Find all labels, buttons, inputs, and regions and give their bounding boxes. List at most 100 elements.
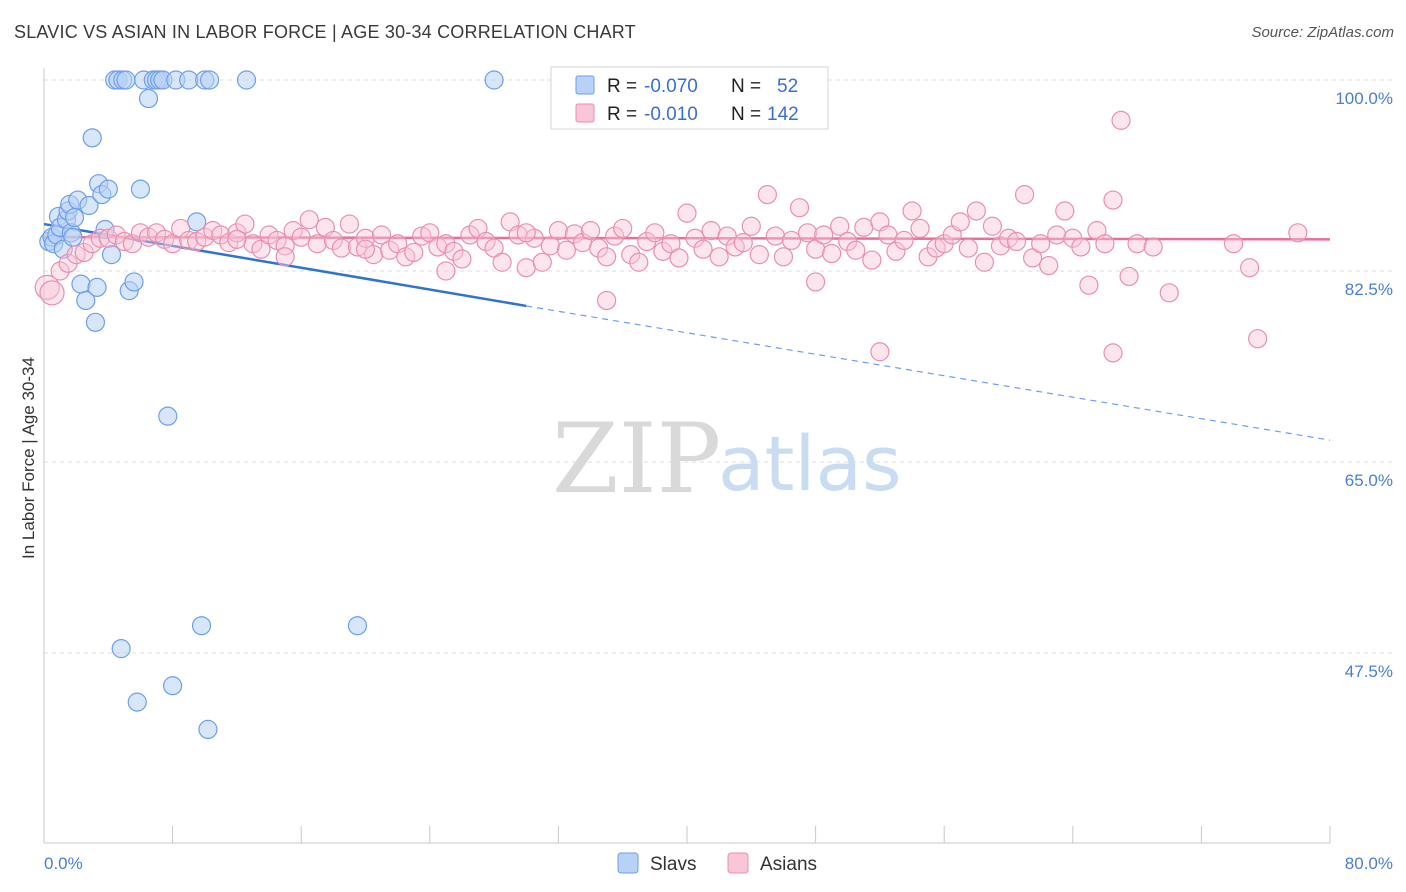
- point-asians-129: [1071, 237, 1091, 257]
- point-slavs-16: [79, 195, 99, 216]
- grid-lines: [44, 79, 1392, 654]
- point-asians-91: [765, 226, 786, 246]
- point-slavs-24: [101, 245, 122, 265]
- point-asians-107: [894, 230, 914, 251]
- point-asians-16: [163, 234, 183, 254]
- point-asians-53: [460, 225, 480, 245]
- x-tick-label-0: 0.0%: [44, 854, 83, 873]
- point-asians-42: [371, 225, 392, 245]
- point-asians-138: [1159, 283, 1179, 303]
- point-asians-121: [1006, 231, 1027, 252]
- point-asians-119: [990, 236, 1011, 256]
- point-asians-97: [814, 225, 834, 245]
- point-asians-20: [195, 227, 215, 247]
- point-asians-7: [90, 228, 110, 248]
- point-asians-52: [452, 249, 472, 269]
- point-asians-38: [339, 214, 360, 234]
- point-asians-95: [797, 223, 818, 243]
- point-slavs-29: [116, 70, 136, 90]
- chart-title: SLAVIC VS ASIAN IN LABOR FORCE | AGE 30-…: [14, 22, 636, 42]
- point-asians-103: [862, 250, 882, 270]
- point-asians-88: [741, 216, 761, 236]
- point-asians-50: [436, 234, 456, 254]
- trend-line-asians: [43, 235, 1331, 241]
- y-tick-label-3: 47.5%: [1345, 662, 1393, 681]
- point-asians-60: [516, 258, 536, 278]
- point-asians-4: [66, 245, 86, 265]
- point-asians-43: [380, 240, 400, 260]
- point-asians-144: [870, 342, 890, 362]
- point-asians-71: [605, 226, 625, 246]
- point-asians-76: [645, 223, 665, 243]
- point-asians-87: [733, 233, 753, 253]
- point-asians-102: [854, 217, 874, 237]
- point-asians-46: [404, 242, 424, 263]
- point-asians-108: [902, 201, 922, 221]
- point-asians-10: [114, 231, 134, 252]
- bottom-legend: Slavs Asians: [617, 852, 817, 875]
- point-asians-25: [235, 214, 255, 234]
- point-slavs-32: [127, 692, 147, 712]
- point-asians-80: [677, 203, 697, 223]
- point-asians-73: [621, 245, 641, 265]
- point-asians-117: [974, 252, 994, 272]
- point-slavs-40: [158, 406, 178, 426]
- point-asians-130: [1079, 275, 1099, 295]
- point-asians-59: [508, 225, 528, 245]
- point-asians-32: [291, 227, 311, 247]
- point-asians-105: [878, 225, 898, 245]
- point-asians-135: [1119, 266, 1139, 287]
- y-tick-label-0: 100.0%: [1335, 89, 1393, 108]
- point-asians-149: [275, 247, 295, 267]
- point-asians-115: [958, 238, 978, 258]
- point-slavs-17: [82, 128, 102, 148]
- legend-r-value-slavs: -0.070: [644, 76, 698, 97]
- point-asians-18: [179, 230, 199, 251]
- point-asians-132: [1095, 234, 1115, 254]
- point-slavs-48: [199, 70, 220, 90]
- point-asians-101: [846, 240, 866, 260]
- legend-n-value-asians: 142: [767, 104, 799, 125]
- point-asians-70: [597, 247, 617, 267]
- point-slavs-50: [347, 616, 368, 636]
- point-asians-133: [1103, 190, 1123, 210]
- point-asians-36: [323, 230, 343, 251]
- bottom-legend-swatch-slavs: [617, 852, 639, 874]
- point-asians-143: [1103, 343, 1123, 363]
- point-slavs-44: [187, 212, 207, 232]
- point-asians-99: [830, 216, 850, 236]
- point-asians-89: [749, 245, 769, 265]
- legend-swatch-slavs: [575, 75, 595, 95]
- point-slavs-47: [198, 719, 218, 740]
- point-slavs-11: [63, 227, 83, 247]
- point-asians-98: [822, 243, 842, 264]
- x-tick-label-1: 80.0%: [1345, 854, 1393, 873]
- bottom-legend-label-slavs: Slavs: [650, 854, 696, 875]
- legend-r-label-asians: R =: [607, 104, 637, 125]
- point-asians-51: [444, 241, 464, 261]
- point-asians-84: [709, 247, 729, 267]
- point-slavs-35: [138, 88, 159, 109]
- point-asians-22: [211, 225, 231, 245]
- point-asians-147: [436, 261, 456, 281]
- point-asians-40: [355, 228, 376, 248]
- legend: R = -0.070 N = 52 R = -0.010 N = 142: [550, 66, 829, 130]
- bottom-legend-label-asians: Asians: [760, 854, 817, 875]
- point-asians-62: [532, 252, 552, 272]
- x-tick-labels: 0.0% 80.0%: [44, 854, 1393, 873]
- point-asians-33: [299, 210, 319, 230]
- watermark: ZIP atlas: [552, 403, 902, 515]
- point-asians-63: [540, 236, 560, 256]
- axes: [43, 68, 1331, 844]
- point-asians-116: [966, 201, 986, 221]
- point-asians-145: [805, 272, 826, 292]
- point-slavs-14: [71, 274, 91, 294]
- watermark-atlas: atlas: [718, 419, 902, 508]
- point-asians-93: [781, 230, 802, 251]
- point-asians-85: [717, 226, 737, 246]
- point-slavs-18: [85, 312, 106, 332]
- point-slavs-12: [64, 207, 85, 228]
- y-tick-label-2: 65.0%: [1345, 471, 1393, 490]
- point-asians-65: [556, 240, 577, 260]
